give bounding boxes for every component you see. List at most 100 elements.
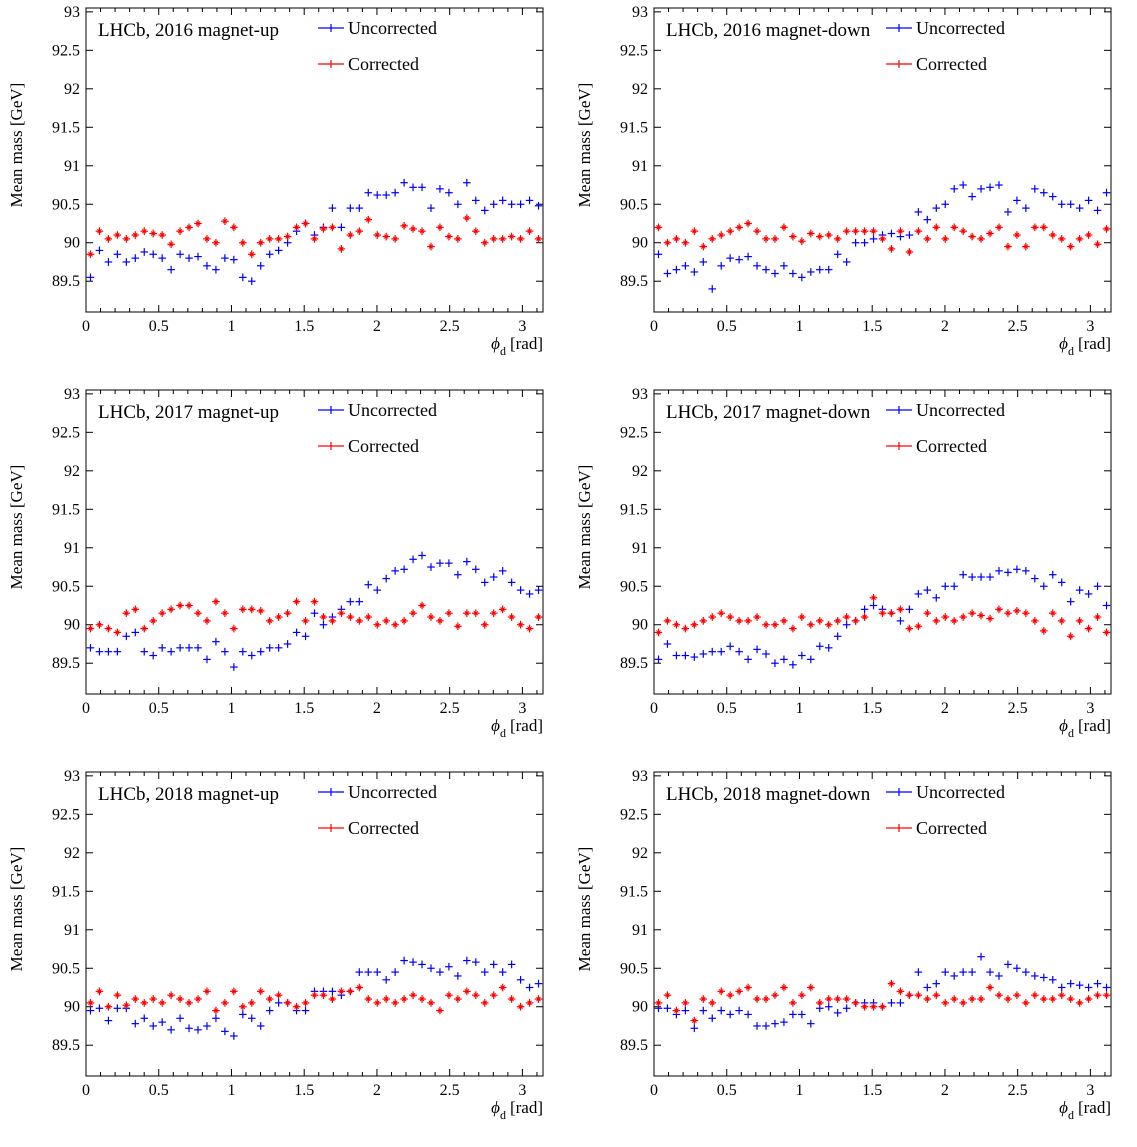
marker-star bbox=[419, 228, 425, 234]
y-tick-label: 93 bbox=[64, 4, 80, 21]
marker-star bbox=[267, 996, 273, 1002]
data-point bbox=[445, 559, 453, 568]
x-axis-symbol: ϕ bbox=[491, 716, 500, 735]
chart-panel-2016-down: 89.5 90 90.5 91 91.5 92 92.5 93 0 0.5 1 1.5 2 2.5 3 Mea… bbox=[568, 0, 1136, 382]
data-point bbox=[905, 605, 914, 614]
data-point bbox=[409, 609, 417, 618]
y-tick-label: 92.5 bbox=[52, 424, 80, 441]
x-tick-label: 0.5 bbox=[149, 700, 169, 717]
data-point bbox=[454, 200, 462, 209]
data-point bbox=[310, 597, 319, 606]
marker-star bbox=[339, 246, 344, 252]
data-point bbox=[516, 235, 525, 243]
data-point bbox=[203, 987, 211, 996]
data-point bbox=[833, 250, 842, 259]
data-point bbox=[221, 647, 229, 656]
data-point bbox=[185, 1024, 193, 1033]
marker-star bbox=[898, 606, 903, 612]
marker-star bbox=[437, 618, 443, 624]
marker-star bbox=[996, 992, 1002, 998]
data-point bbox=[167, 240, 175, 249]
data-point bbox=[1022, 968, 1030, 976]
data-point bbox=[968, 192, 976, 201]
data-point bbox=[914, 622, 923, 631]
marker-star bbox=[987, 616, 993, 621]
data-point bbox=[923, 235, 932, 243]
data-point bbox=[905, 991, 914, 1000]
data-point bbox=[977, 235, 985, 243]
y-tick-label: 92 bbox=[632, 81, 648, 98]
data-point bbox=[319, 620, 328, 629]
data-point bbox=[525, 999, 534, 1007]
data-point bbox=[167, 265, 175, 274]
panel-title: LHCb, 2018 magnet-down bbox=[666, 784, 871, 805]
data-point bbox=[905, 231, 914, 239]
data-point bbox=[1040, 995, 1048, 1003]
x-axis-title: ϕd [rad] bbox=[1059, 334, 1111, 358]
marker-star bbox=[231, 224, 237, 230]
data-point bbox=[1040, 223, 1048, 232]
data-point bbox=[1093, 613, 1102, 621]
marker-star bbox=[826, 996, 832, 1002]
data-point bbox=[212, 637, 220, 646]
data-point bbox=[1102, 188, 1111, 197]
marker-star bbox=[799, 238, 805, 244]
data-point bbox=[833, 1009, 842, 1017]
marker-star bbox=[392, 1000, 398, 1006]
data-point bbox=[498, 567, 507, 575]
data-point bbox=[1075, 235, 1084, 243]
data-point bbox=[498, 196, 507, 205]
data-point bbox=[1066, 200, 1075, 209]
marker-star bbox=[527, 626, 532, 631]
data-point bbox=[1084, 983, 1093, 992]
marker-star bbox=[1032, 224, 1038, 230]
data-point bbox=[1093, 979, 1102, 988]
data-point bbox=[221, 217, 229, 226]
y-tick-label: 93 bbox=[632, 4, 648, 21]
data-point bbox=[185, 999, 193, 1007]
data-point bbox=[833, 617, 842, 625]
data-point bbox=[726, 642, 734, 651]
marker-star bbox=[356, 228, 362, 234]
series-corrected bbox=[86, 983, 543, 1015]
marker-star bbox=[691, 1018, 697, 1023]
data-point bbox=[1093, 240, 1102, 249]
x-tick-label: 3 bbox=[518, 1082, 526, 1099]
data-point bbox=[212, 1014, 220, 1023]
data-point bbox=[869, 235, 878, 243]
marker-star bbox=[915, 623, 921, 629]
data-point bbox=[672, 651, 681, 660]
data-point bbox=[382, 975, 390, 984]
data-point bbox=[672, 235, 681, 243]
marker-star bbox=[321, 226, 326, 232]
y-tick-label: 89.5 bbox=[52, 273, 80, 290]
marker-star bbox=[754, 228, 760, 234]
data-point bbox=[968, 232, 976, 241]
marker-star bbox=[1005, 244, 1011, 249]
data-point bbox=[265, 995, 274, 1003]
marker-star bbox=[718, 610, 724, 616]
data-point bbox=[690, 653, 699, 661]
data-point bbox=[1066, 597, 1075, 606]
x-axis-unit: [rad] bbox=[1078, 716, 1111, 735]
data-point bbox=[824, 265, 833, 274]
marker-star bbox=[231, 626, 237, 631]
data-point bbox=[525, 227, 534, 236]
marker-star bbox=[509, 996, 514, 1002]
marker-star bbox=[536, 996, 541, 1002]
y-axis-title: Mean mass [GeV] bbox=[575, 847, 594, 972]
x-tick-label: 2 bbox=[941, 1082, 949, 1099]
y-tick-label: 89.5 bbox=[620, 655, 648, 672]
data-point bbox=[86, 1006, 95, 1015]
marker-star bbox=[924, 996, 930, 1002]
data-point bbox=[1004, 609, 1012, 618]
data-point bbox=[355, 617, 364, 625]
marker-star bbox=[1005, 996, 1011, 1002]
data-point bbox=[1066, 995, 1075, 1003]
data-point bbox=[319, 613, 328, 621]
data-point bbox=[1022, 204, 1030, 212]
data-point bbox=[310, 235, 319, 243]
marker-star bbox=[536, 236, 541, 242]
data-point bbox=[995, 567, 1003, 575]
panel-title: LHCb, 2017 magnet-up bbox=[98, 402, 279, 423]
